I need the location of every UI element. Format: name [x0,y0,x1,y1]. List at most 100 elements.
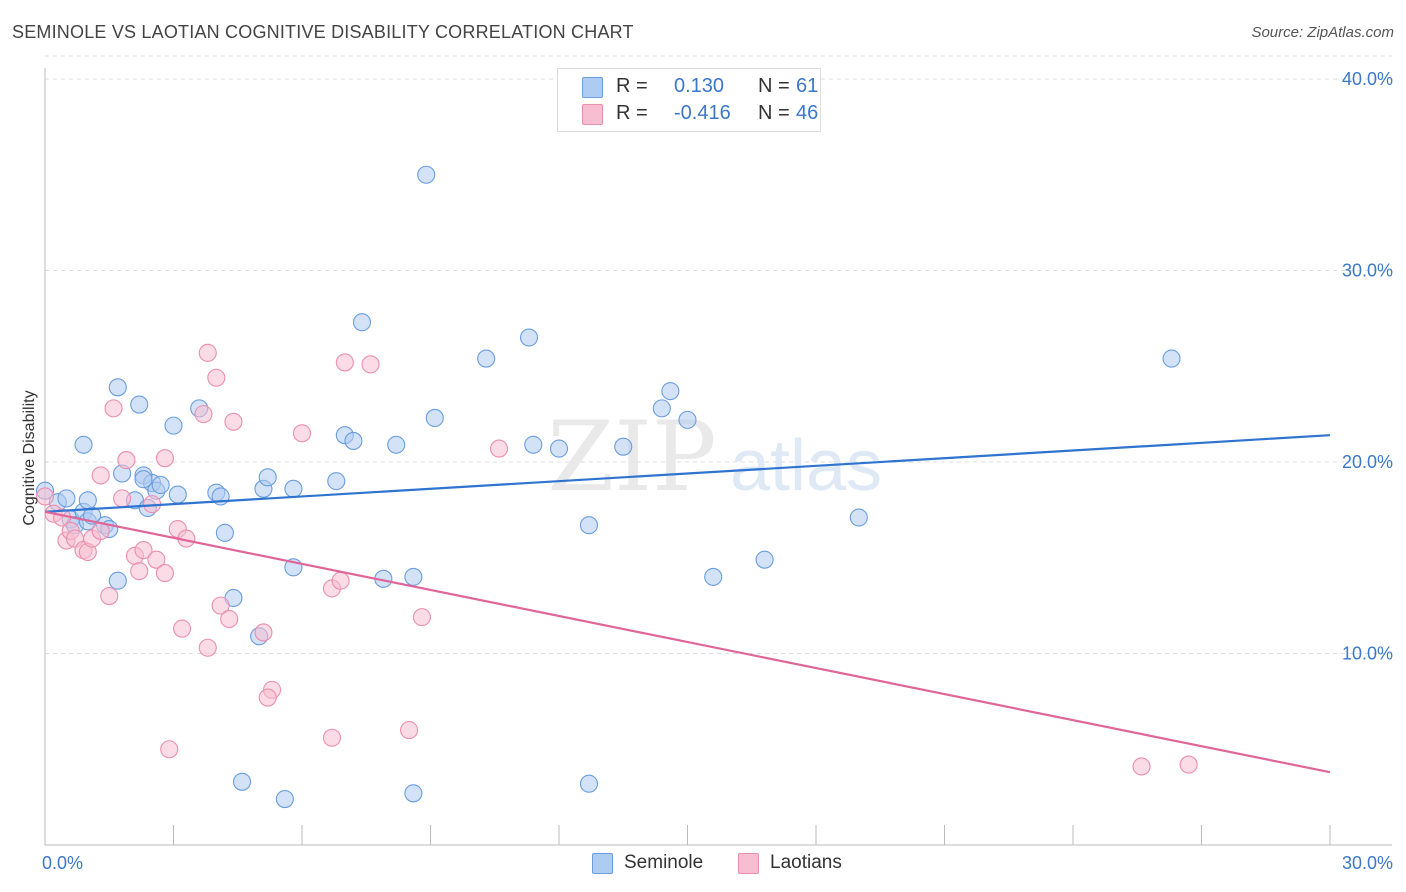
seminole-swatch [592,853,613,874]
laotians-point [224,412,243,431]
laotians-point [155,449,174,468]
seminole-point [417,165,436,184]
laotians-point [1179,755,1198,774]
seminole-point [275,789,294,809]
x-tick-label: 0.0% [42,853,83,873]
laotians-point [100,586,119,606]
r-label: R = [616,102,648,124]
legend-label: Laotians [770,852,842,873]
laotians-point [211,596,230,615]
seminole-point [755,550,774,569]
legend-label: Seminole [624,852,704,873]
laotians-swatch [582,104,603,125]
laotians-point [331,571,350,590]
laotians-point [489,439,509,458]
laotians-point [130,562,149,581]
seminole-point [661,382,680,401]
seminole-point [284,479,303,498]
laotians-point [400,721,419,740]
laotians-point [147,550,166,569]
seminole-point [404,567,423,586]
seminole-point [74,435,93,454]
r-label: R = [616,75,648,97]
laotians-point [113,489,132,508]
laotians-point [91,466,110,485]
seminole-point [108,378,127,397]
y-tick-label: 10.0% [1342,644,1393,664]
seminole-point [524,435,543,454]
laotians-point [292,424,312,443]
seminole-point [678,410,697,429]
laotians-point [134,541,153,560]
laotians-point [220,609,239,629]
data-points [35,165,1198,809]
seminole-point [549,439,569,458]
seminole-point [1162,349,1181,368]
correlation-legend: R = 0.130 N = 61 R = -0.416 N = 46 [557,68,821,132]
laotians-point [155,564,174,583]
seminole-point [151,475,170,495]
tick-labels: 10.0% 20.0% 30.0% 40.0% 0.0% 30.0% [42,69,1393,873]
seminole-trend-line [44,434,1331,513]
seminole-point [232,772,252,791]
seminole-point [579,516,599,535]
laotians-point [194,405,213,424]
y-tick-label: 40.0% [1342,69,1393,89]
laotians-point [254,623,273,642]
laotians-point [1132,757,1151,776]
watermark: ZIP atlas [547,401,882,513]
laotians-point [173,619,192,638]
axes [44,68,1392,846]
seminole-point [477,349,496,368]
y-tick-label: 20.0% [1342,452,1393,472]
r-value: 0.130 [674,75,725,97]
seminole-point [57,489,76,508]
laotians-point [117,451,136,470]
seminole-point [387,435,406,454]
seminole-point [652,399,671,418]
n-label: N = [758,75,790,97]
seminole-point [344,431,363,450]
seminole-point [579,774,599,793]
seminole-point [164,416,183,435]
n-label: N = [758,102,790,124]
seminole-point [258,468,277,487]
laotians-point [335,353,354,372]
laotians-point [104,399,123,418]
seminole-point [168,485,187,504]
laotians-trend-line [44,510,1331,774]
laotians-point [35,487,55,506]
seminole-point [108,571,127,590]
laotians-point [160,740,179,759]
y-axis-label: Cognitive Disability [21,390,38,525]
laotians-swatch [738,853,759,874]
seminole-point [327,472,346,491]
laotians-point [361,355,380,374]
laotians-point [198,343,217,362]
laotians-point [207,368,226,387]
seminole-point [425,408,444,428]
seminole-point [134,470,153,489]
seminole-point [519,328,539,347]
gridlines [45,55,1392,654]
seminole-point [352,313,372,332]
r-value: -0.416 [674,102,731,124]
seminole-point [614,437,633,456]
seminole-point [849,508,868,527]
source-note: Source: ZipAtlas.com [1251,24,1394,41]
seminole-point [404,784,423,803]
laotians-point [258,688,277,707]
laotians-point [412,608,431,627]
laotians-point [198,638,217,657]
n-value: 61 [796,75,819,97]
laotians-point [322,728,342,747]
y-tick-label: 30.0% [1342,261,1393,281]
n-value: 46 [796,102,819,124]
chart-title: SEMINOLE VS LAOTIAN COGNITIVE DISABILITY… [12,22,634,42]
seminole-point [704,567,723,586]
seminole-point [215,523,234,542]
seminole-point [78,491,97,510]
seminole-point [130,395,149,414]
seminole-swatch [582,77,603,98]
